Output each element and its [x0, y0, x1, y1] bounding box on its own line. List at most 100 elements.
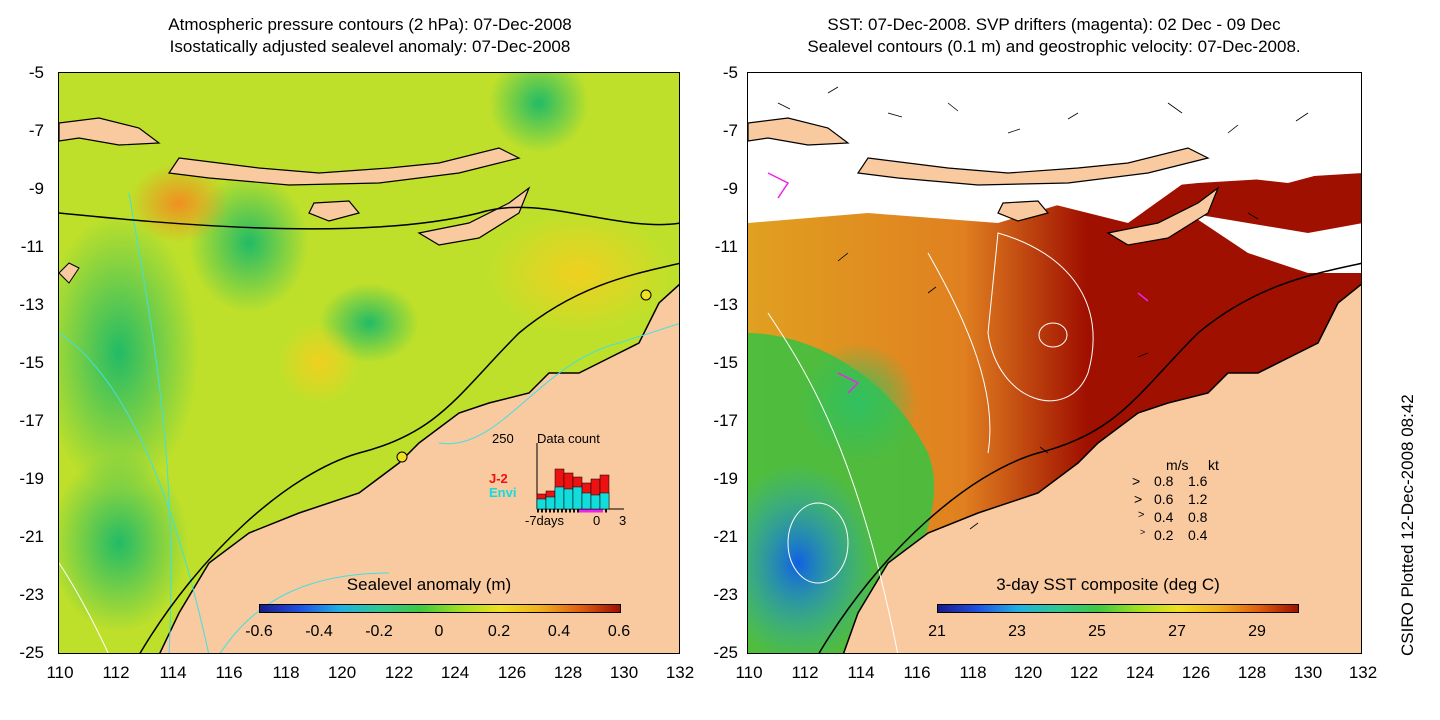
negative-anomaly-eddy [59, 213, 199, 493]
sla-colorbar-title: Sealevel anomaly (m) [346, 575, 512, 594]
x-tick-label: 116 [903, 663, 931, 682]
right-title-line1: SST: 07-Dec-2008. SVP drifters (magenta)… [827, 15, 1281, 34]
y-tick-label: -13 [713, 295, 738, 314]
svp-drifter-track [1137, 292, 1149, 302]
x-tick-label: 116 [215, 663, 243, 682]
y-tick-label: -7 [722, 121, 738, 140]
sealevel-contour [927, 252, 991, 454]
x-tick-label: 132 [665, 663, 695, 682]
sst-colorbar [937, 604, 1299, 613]
velocity-arrow [927, 286, 937, 294]
sla-colorbar-tick: 0.2 [487, 623, 511, 640]
sla-colorbar-tick: 0 [434, 623, 444, 640]
sst-colorbar-title: 3-day SST composite (deg C) [996, 575, 1220, 594]
inset-bar-envi [545, 496, 556, 510]
sla-colorbar-tick: -0.4 [305, 623, 333, 640]
sla-colorbar-tick: -0.2 [365, 623, 393, 640]
sealevel-contour [1038, 322, 1068, 348]
sealevel-contour [59, 206, 679, 230]
plot-credit: CSIRO Plotted 12-Dec-2008 08:42 [1398, 394, 1417, 656]
inset-bar-envi [572, 486, 583, 510]
velocity-arrow [837, 252, 849, 262]
y-tick-label: -11 [20, 237, 44, 256]
velocity-arrow [1137, 352, 1149, 358]
y-tick-label: -21 [713, 527, 738, 546]
inset-bar-envi [581, 492, 592, 510]
x-tick-label: 126 [497, 663, 527, 682]
island-sumba [997, 200, 1050, 222]
velocity-legend-arrow: > [1132, 473, 1141, 489]
sst-cool-eddy [748, 463, 878, 653]
sealevel-contour [787, 502, 849, 584]
positive-anomaly-eddy [129, 163, 229, 243]
sst-colorbar-tick: 29 [1248, 623, 1266, 640]
y-tick-label: -15 [713, 353, 738, 372]
sla-colorbar-tick: 0.4 [547, 623, 571, 640]
inset-bar-envi [599, 492, 610, 510]
velocity-arrow [969, 522, 979, 530]
velocity-legend-kt: 0.8 [1188, 509, 1208, 525]
island-java [59, 117, 161, 146]
velocity-legend-ms: 0.6 [1154, 491, 1174, 507]
y-tick-label: -5 [28, 63, 44, 82]
y-tick-label: -17 [713, 411, 738, 430]
inset-bars [536, 468, 610, 510]
sst-map: m/s kt > 0.8 1.6 > 0.6 1.2 > 0.4 0.8 > 0… [747, 72, 1362, 654]
inset-xtick: 3 [619, 513, 627, 528]
y-tick-label: -19 [19, 469, 44, 488]
velocity-arrow [1167, 102, 1183, 114]
sealevel-contour [767, 312, 899, 653]
velocity-arrow [947, 102, 959, 112]
x-tick-label: 118 [959, 663, 987, 682]
y-tick-label: -23 [19, 585, 44, 604]
velocity-arrow [1247, 212, 1259, 220]
svp-drifter-track [767, 172, 790, 199]
y-tick-label: -13 [19, 295, 44, 314]
negative-anomaly-eddy [59, 453, 189, 633]
data-count-inset [536, 443, 624, 513]
pressure-contour [59, 332, 210, 653]
sst-colorbar-tick: 23 [1008, 623, 1026, 640]
velocity-legend-arrow: > [1134, 491, 1143, 507]
sealevel-anomaly-field [59, 73, 679, 653]
positive-anomaly-eddy [279, 323, 359, 403]
pressure-contour [219, 572, 390, 653]
y-tick-label: -25 [19, 643, 44, 662]
x-tick-label: 114 [159, 663, 187, 682]
inset-bar-envi [554, 486, 565, 510]
x-tick-label: 122 [384, 663, 414, 682]
inset-bar-envi [536, 498, 547, 510]
geostrophic-velocity-arrows [777, 86, 1309, 530]
tide-gauge-marker [396, 451, 408, 463]
y-tick-label: -17 [19, 411, 44, 430]
velocity-arrow [827, 86, 839, 94]
x-tick-label: 120 [327, 663, 357, 682]
positive-anomaly-eddy [489, 213, 669, 333]
y-tick-label: -11 [714, 237, 738, 256]
y-tick-label: -5 [722, 63, 738, 82]
cloud-patch [1188, 213, 1361, 273]
inset-series-j2: J-2 [489, 471, 508, 486]
island-chain-lesser-sunda [856, 147, 1210, 186]
x-tick-label: 112 [791, 663, 819, 682]
velocity-arrow [777, 102, 791, 110]
sealevel-contour [818, 262, 1361, 653]
sla-colorbar [259, 604, 621, 613]
x-tick-label: 114 [847, 663, 875, 682]
velocity-arrow [1067, 112, 1079, 120]
velocity-legend-arrow: > [1138, 509, 1145, 521]
velocity-legend-kt: 1.2 [1188, 491, 1208, 507]
x-tick-label: 126 [1181, 663, 1211, 682]
velocity-arrow [1295, 112, 1309, 122]
velocity-arrow [887, 112, 903, 118]
pressure-contour [59, 562, 109, 653]
negative-anomaly-eddy [489, 73, 589, 153]
sst-field [748, 73, 1361, 653]
x-tick-label: 110 [735, 663, 763, 682]
x-tick-label: 110 [46, 663, 74, 682]
pressure-contour [438, 323, 679, 445]
sealevel-contour [987, 232, 1094, 402]
y-tick-label: -25 [713, 643, 738, 662]
australia-landmass [842, 283, 1361, 653]
x-tick-label: 128 [553, 663, 583, 682]
